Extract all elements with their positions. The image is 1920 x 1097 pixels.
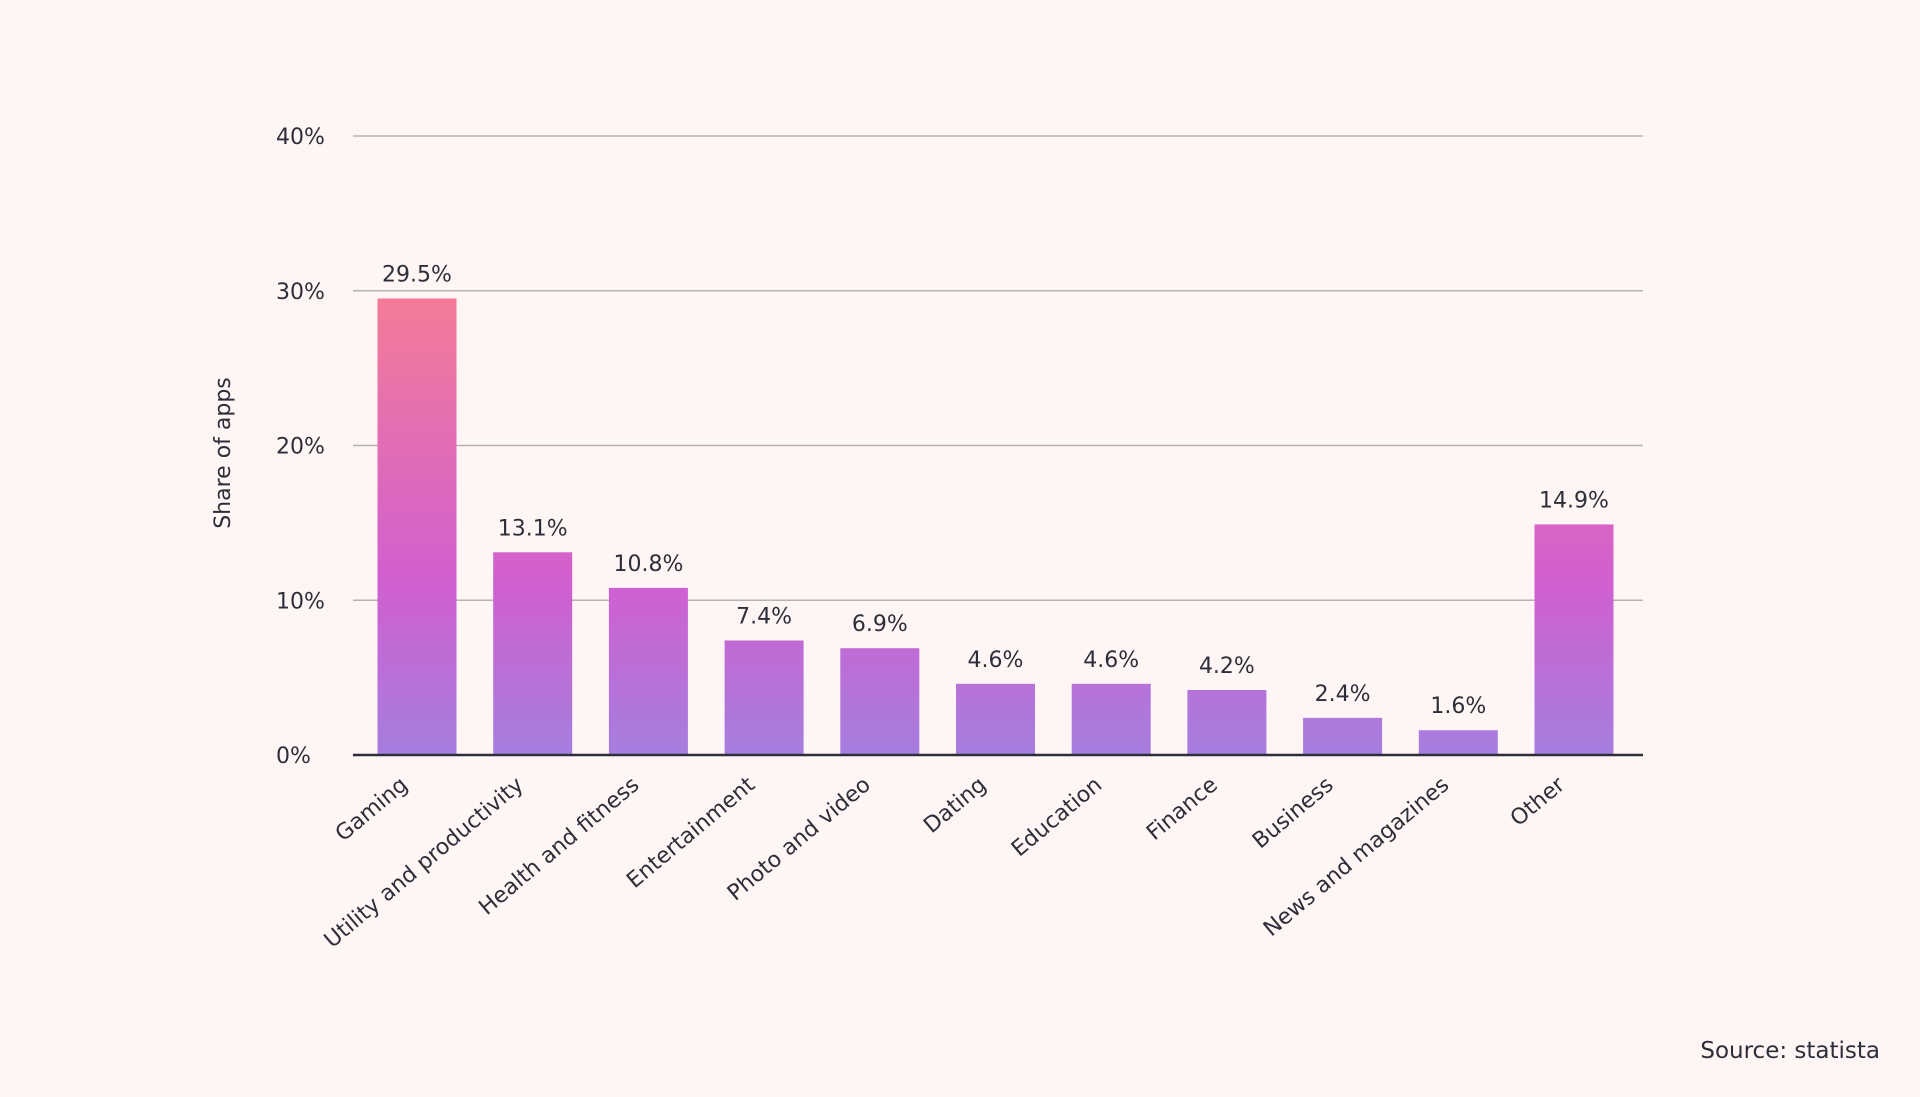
bar-7 [1187,690,1267,755]
bar-1 [493,552,573,755]
y-tick-label: 20% [276,435,325,460]
data-label-1: 13.1% [498,516,568,541]
category-label-0: Gaming [331,772,413,846]
data-labels: 29.5% 13.1% 10.8% 7.4% 6.9% 4.6% 4.6% 4.2% 2.4% 1… [382,262,1609,719]
y-tick-label: 0% [276,744,311,769]
category-label-7: Finance [1142,772,1223,845]
y-axis-title: Share of apps [211,377,236,529]
bar-3 [724,640,804,755]
bar-4 [840,648,920,755]
data-label-0: 29.5% [382,262,452,287]
bar-0 [377,298,457,755]
y-tick-label: 10% [276,589,325,614]
bar-6 [1071,683,1151,755]
category-label-6: Education [1007,772,1107,862]
category-label-10: Other [1506,772,1571,832]
data-label-8: 2.4% [1315,682,1371,707]
bar-5 [956,683,1035,755]
y-tick-label: 40% [276,125,325,150]
data-label-9: 1.6% [1430,694,1486,719]
data-label-3: 7.4% [736,604,792,629]
bar-2 [608,587,688,755]
bar-10 [1534,524,1614,755]
bars [353,298,1643,757]
y-axis-ticks: 0% 10% 20% 30% 40% [276,125,325,769]
bar-8 [1303,717,1383,755]
y-tick-label: 30% [276,280,325,305]
category-label-8: Business [1248,772,1338,854]
category-label-5: Dating [919,772,991,838]
bar-9 [1418,730,1498,755]
data-label-10: 14.9% [1539,488,1609,513]
data-label-7: 4.2% [1199,654,1255,679]
category-label-1: Utility and productivity [320,772,529,953]
source-note: Source: statista [1700,1038,1880,1064]
gridlines [353,135,1643,602]
data-label-4: 6.9% [852,612,908,637]
data-label-6: 4.6% [1083,648,1139,673]
data-label-2: 10.8% [613,552,683,577]
category-label-9: News and magazines [1259,772,1454,941]
data-label-5: 4.6% [968,648,1024,673]
